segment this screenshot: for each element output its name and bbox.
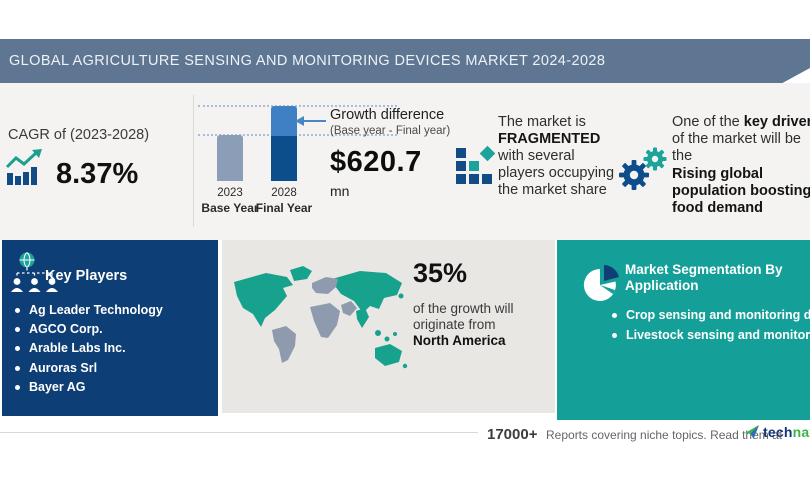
segmentation-item: Crop sensing and monitoring devices — [611, 306, 810, 326]
pie-chart-icon — [583, 265, 619, 301]
region-panel — [222, 240, 555, 413]
key-driver-line2: of the market will be the — [672, 131, 801, 165]
growth-difference-block: Growth difference (Base year - Final yea… — [330, 107, 450, 199]
bar-2023-year: 2023 — [217, 187, 243, 199]
technavio-logo[interactable]: technavio — [745, 424, 810, 440]
key-player-item: Bayer AG — [14, 378, 163, 397]
header-banner: GLOBAL AGRICULTURE SENSING AND MONITORIN… — [0, 39, 810, 83]
fragmented-line5: the market share — [498, 181, 607, 198]
fragmented-emphasis: FRAGMENTED — [498, 130, 601, 147]
region-line1: of the growth will — [413, 301, 514, 316]
footer-text: Reports covering niche topics. Read them… — [546, 428, 783, 442]
brand-part1: tech — [763, 424, 793, 440]
guide-line-final — [198, 105, 397, 107]
key-players-title: Key Players — [45, 268, 128, 284]
fragmented-line1: The market is — [498, 114, 586, 130]
technavio-dart-icon — [745, 425, 759, 439]
section-divider — [193, 95, 194, 227]
brand-part2: navio — [792, 424, 810, 440]
growth-pointer-arrow-icon — [295, 116, 326, 126]
bar-2028-base-segment — [271, 136, 297, 181]
fragmented-text: The market is FRAGMENTED with several pl… — [498, 114, 678, 199]
bar-2028 — [271, 106, 297, 181]
key-player-item: AGCO Corp. — [14, 320, 163, 339]
growth-unit: mn — [330, 183, 350, 199]
bar-2023-label: Base Year — [201, 201, 259, 215]
region-line2: originate from — [413, 317, 496, 333]
cagr-label: CAGR of (2023-2028) — [8, 127, 150, 143]
footer-divider — [0, 432, 478, 433]
key-players-box — [2, 240, 218, 416]
report-count: 17000+ — [487, 426, 538, 443]
region-text: of the growth will originate from North … — [413, 301, 514, 350]
segmentation-item: Livestock sensing and monitoring devices — [611, 326, 810, 346]
bar-2023 — [217, 135, 243, 181]
growth-subtitle: (Base year - Final year) — [330, 125, 451, 137]
fragmented-line4: players occupying — [498, 164, 615, 181]
fragmented-squares-icon — [456, 145, 496, 186]
bar-2028-label: Final Year — [255, 201, 313, 215]
key-player-item: Auroras Srl — [14, 359, 163, 378]
gears-icon — [619, 147, 667, 190]
segmentation-title: Market Segmentation By Application — [625, 262, 783, 293]
cagr-value: 8.37% — [56, 158, 139, 190]
key-player-item: Ag Leader Technology — [14, 301, 163, 320]
bar-2028-year: 2028 — [271, 187, 297, 199]
growth-title: Growth difference — [330, 107, 445, 123]
segmentation-list: Crop sensing and monitoring devices Live… — [611, 306, 810, 345]
globe-people-network-icon — [11, 252, 58, 292]
region-name: North America — [413, 333, 506, 349]
segmentation-title-line1: Market Segmentation By — [625, 262, 783, 277]
key-player-item: Arable Labs Inc. — [14, 339, 163, 358]
key-driver-prefix: One of the — [672, 114, 744, 130]
key-driver-line5: food demand — [672, 200, 764, 217]
bar-chart-trend-icon — [5, 149, 42, 185]
key-players-list: Ag Leader Technology AGCO Corp. Arable L… — [14, 301, 163, 397]
world-map-icon — [234, 266, 408, 369]
brand-name: technavio — [763, 424, 810, 440]
region-percent: 35% — [413, 258, 468, 288]
fragmented-line3: with several — [498, 147, 575, 164]
segmentation-title-line2: Application — [625, 277, 699, 293]
key-driver-line3: Rising global — [672, 165, 764, 182]
growth-amount: $620.7 — [330, 146, 422, 178]
page-title: GLOBAL AGRICULTURE SENSING AND MONITORIN… — [9, 53, 606, 69]
bar-2028-growth-segment — [271, 106, 297, 136]
key-driver-line4: population boosting — [672, 182, 810, 199]
guide-line-base — [198, 134, 397, 136]
stats-band — [0, 83, 810, 240]
key-driver-text: One of the key drivers of the market wil… — [672, 114, 810, 217]
key-driver-emphasis: key drivers — [743, 114, 810, 130]
